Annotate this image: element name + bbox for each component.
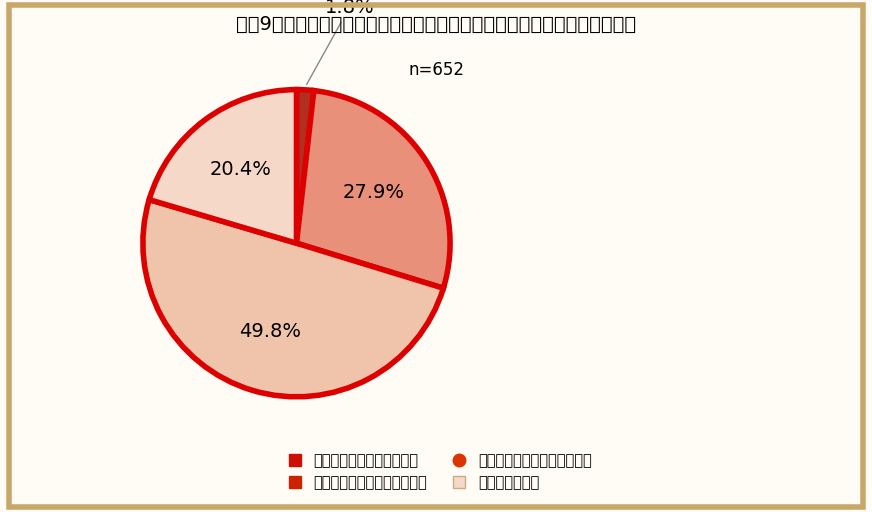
Text: 【図9】学校以外でうんちをしたくなった時に我慢したことはありますか。: 【図9】学校以外でうんちをしたくなった時に我慢したことはありますか。 [236,15,636,34]
Text: 27.9%: 27.9% [343,183,405,202]
Text: 49.8%: 49.8% [239,322,301,341]
Text: n=652: n=652 [408,61,464,79]
Wedge shape [143,200,443,397]
Wedge shape [296,91,450,288]
Wedge shape [296,90,314,243]
Text: 1.8%: 1.8% [307,0,374,84]
Wedge shape [149,90,296,243]
Text: 20.4%: 20.4% [210,160,272,179]
Legend: いつも我慢することが多い, 時々我慢していることが多い, あまり我慢しないことが多い, 全く我慢しない: いつも我慢することが多い, 時々我慢していることが多い, あまり我慢しないことが… [276,449,596,495]
